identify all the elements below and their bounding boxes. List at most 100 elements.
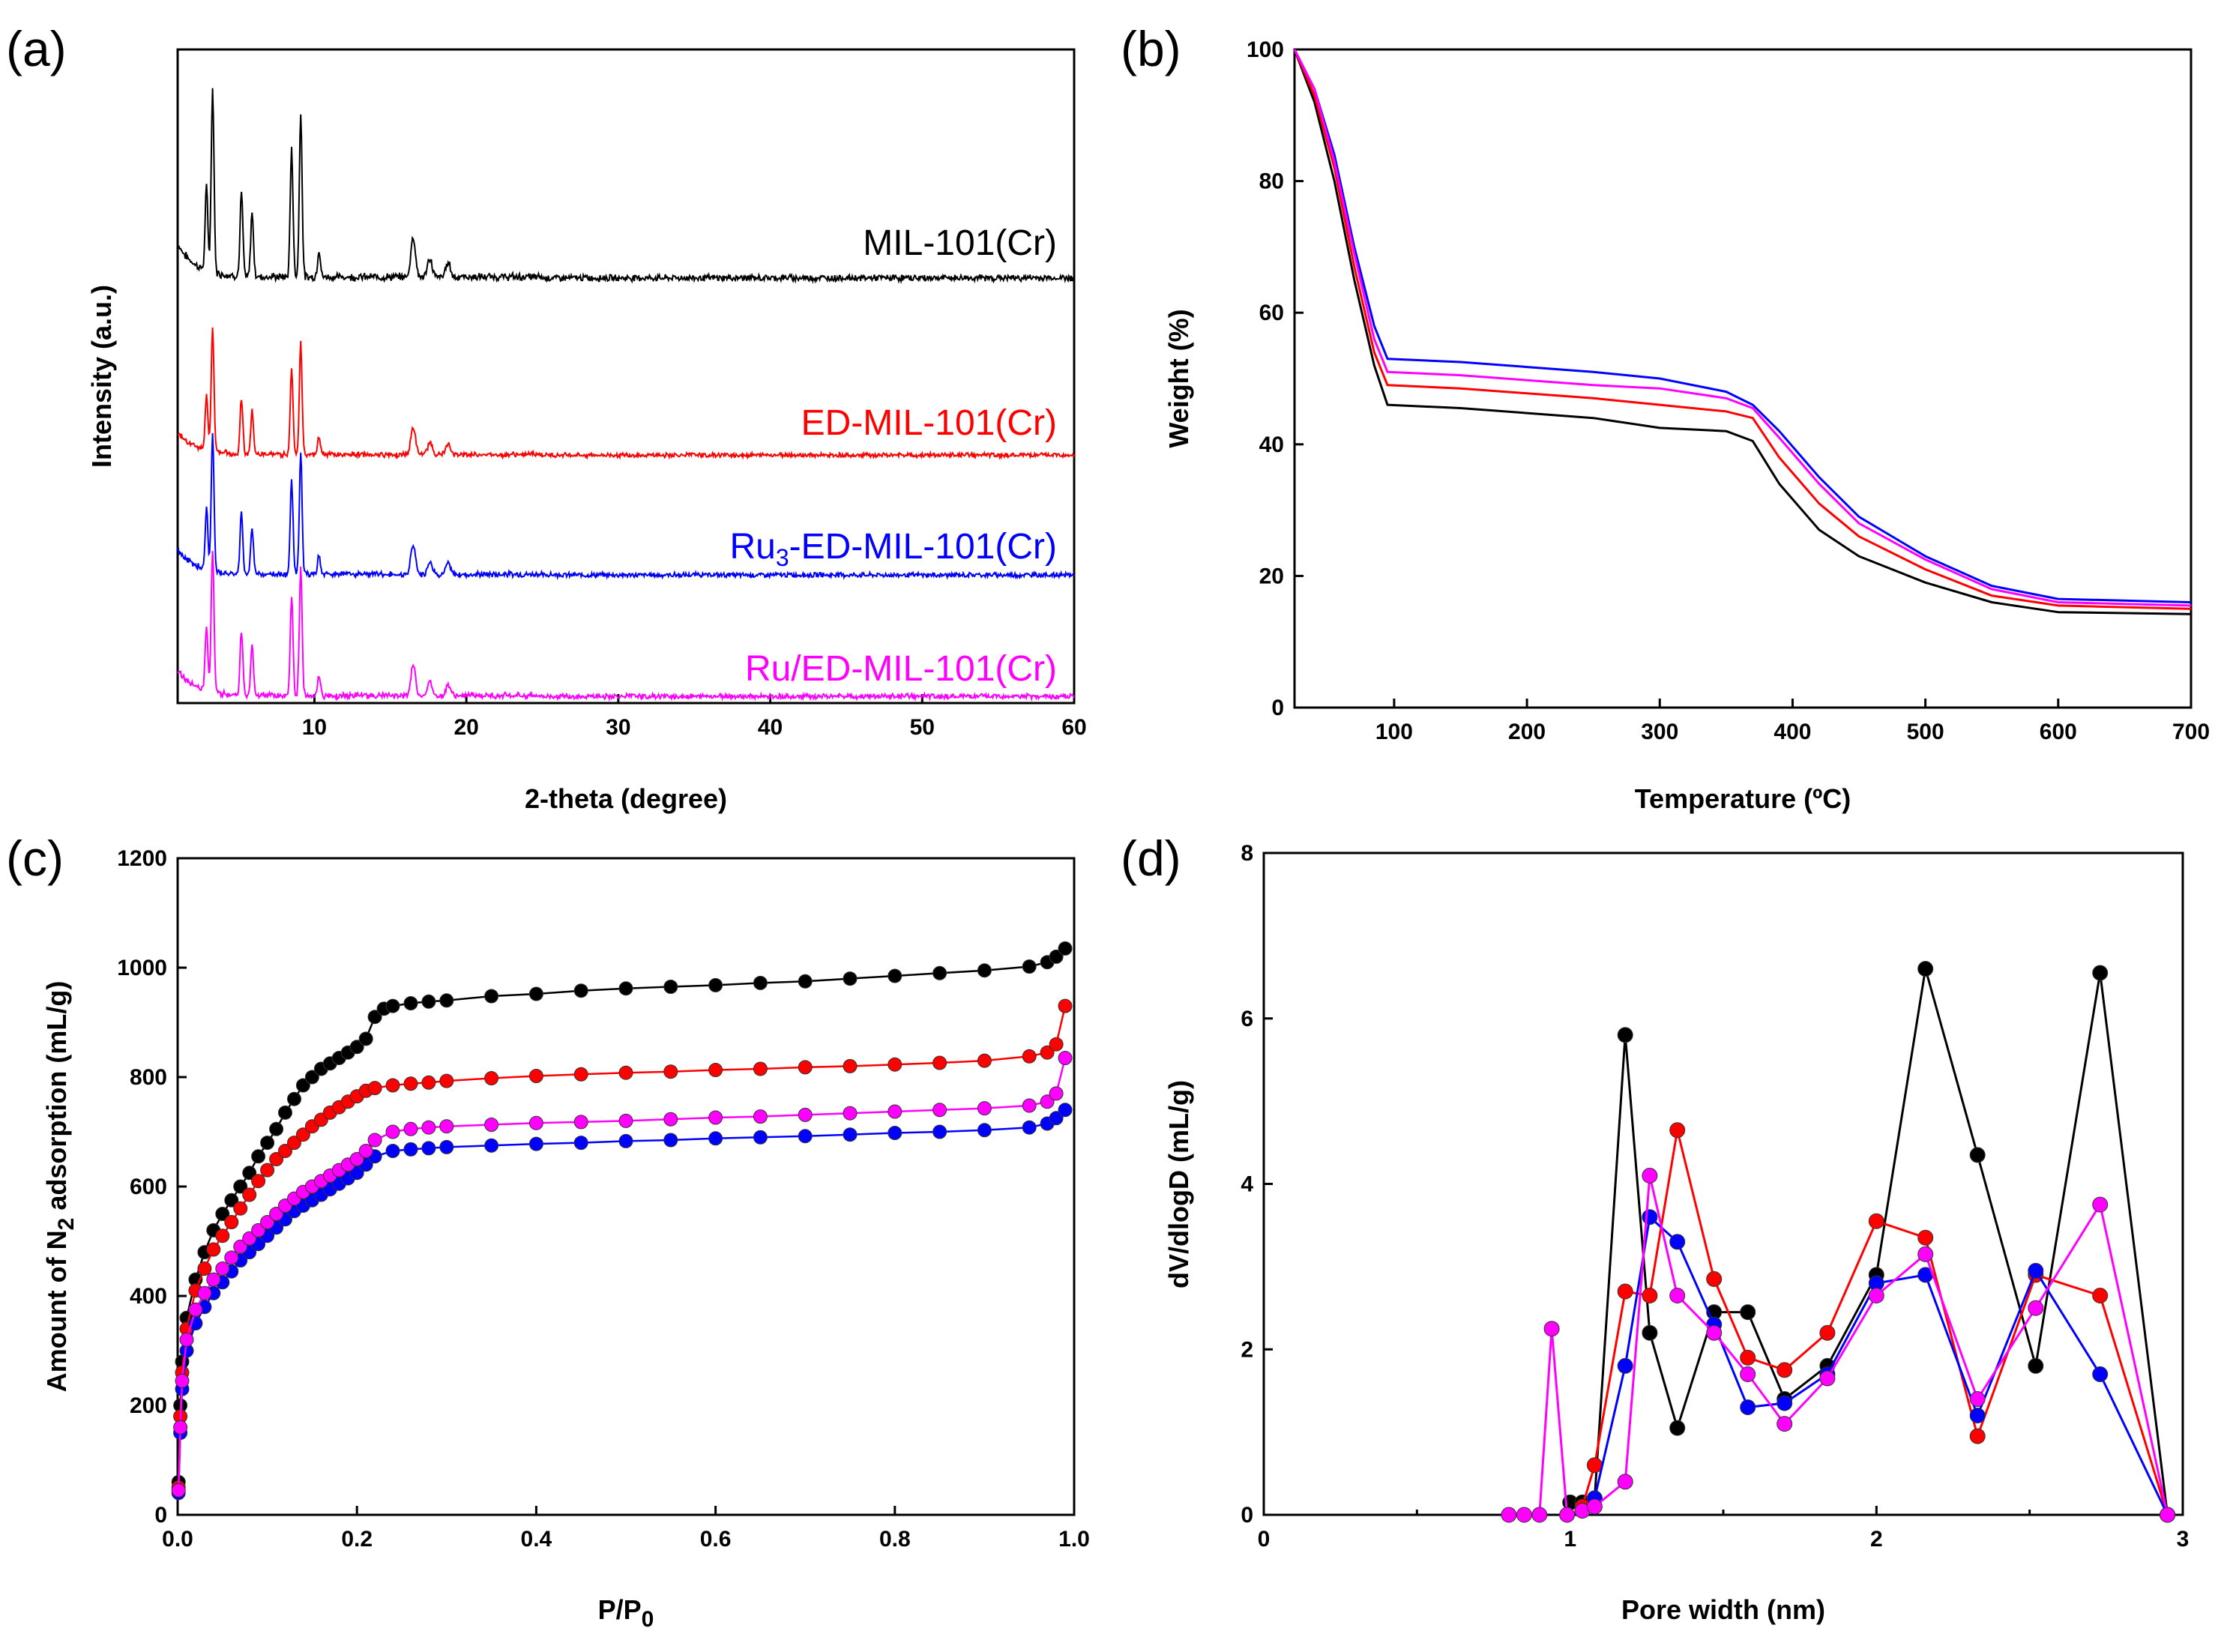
isotherm-point-0 (403, 996, 418, 1010)
pore-point-1 (1777, 1362, 1793, 1378)
isotherm-point-3 (484, 1118, 499, 1132)
panel-a-xtick-label: 10 (302, 715, 327, 740)
isotherm-point-1 (1058, 998, 1073, 1013)
isotherm-point-3 (242, 1231, 257, 1246)
panel-b-tga: (b) Temperature (ºC) Weight (%) 100 200 30… (1121, 21, 2210, 814)
pore-point-1 (1617, 1283, 1633, 1300)
pore-point-1 (1969, 1428, 1986, 1444)
isotherm-point-2 (977, 1123, 992, 1138)
pore-point-3 (2092, 1196, 2109, 1213)
isotherm-point-2 (708, 1131, 723, 1146)
pore-point-1 (1586, 1457, 1603, 1474)
isotherm-point-1 (224, 1215, 239, 1229)
isotherm-point-3 (260, 1215, 275, 1229)
isotherm-point-1 (618, 1065, 633, 1080)
pore-point-0 (2028, 1357, 2044, 1374)
pore-point-3 (1501, 1507, 1517, 1523)
pore-point-1 (1740, 1349, 1756, 1366)
isotherm-point-0 (367, 1010, 382, 1025)
panel-b-frame (1293, 48, 2193, 709)
panel-b-ytick-label: 100 (1247, 37, 1284, 62)
isotherm-point-1 (367, 1081, 382, 1096)
pore-point-3 (1969, 1391, 1986, 1407)
isotherm-point-1 (197, 1261, 212, 1276)
isotherm-point-1 (573, 1067, 588, 1082)
panel-c-xtick-label: 0.6 (700, 1527, 732, 1552)
isotherm-point-0 (753, 975, 768, 990)
isotherm-point-1 (287, 1136, 301, 1151)
panel-d-ytick-label: 4 (1241, 1172, 1253, 1197)
isotherm-point-3 (233, 1239, 248, 1254)
panel-a-xrd: (a) 2-theta (degree) Intensity (a.u.) 10… (6, 21, 1087, 814)
panel-c-ytick-label: 200 (130, 1393, 167, 1418)
panel-b-xtick-label: 400 (1774, 720, 1811, 744)
panel-a-xtick-label: 30 (606, 715, 630, 740)
isotherm-point-2 (753, 1130, 768, 1145)
isotherm-point-0 (421, 994, 436, 1009)
pore-point-1 (1706, 1270, 1723, 1287)
isotherm-point-0 (663, 980, 678, 994)
panel-c-xtick-label: 1.0 (1058, 1527, 1090, 1552)
pore-point-0 (1740, 1304, 1756, 1321)
isotherm-point-0 (932, 965, 947, 980)
panel-c-xlabel: P/P0 (598, 1594, 654, 1632)
xrd-line-1 (177, 327, 1075, 461)
pore-point-0 (1642, 1324, 1658, 1341)
panel-c-ytick-label: 1200 (117, 846, 167, 871)
tga-line-2 (1293, 49, 2192, 603)
isotherm-point-3 (175, 1373, 190, 1388)
panel-d-ylabel: dV/dlogD (mL/g) (1163, 1080, 1194, 1288)
isotherm-point-0 (304, 1070, 319, 1085)
isotherm-line-0 (177, 947, 1066, 1483)
isotherm-point-3 (385, 1124, 400, 1139)
pore-point-3 (1777, 1416, 1793, 1432)
isotherm-point-3 (1040, 1094, 1055, 1109)
pore-point-3 (1740, 1366, 1756, 1382)
xrd-line-3 (177, 551, 1075, 702)
isotherm-point-1 (421, 1075, 436, 1090)
xrd-line-2 (177, 432, 1075, 581)
isotherm-point-1 (278, 1144, 292, 1158)
isotherm-point-3 (171, 1483, 186, 1498)
isotherm-point-3 (358, 1144, 373, 1158)
panel-d-ytick-label: 8 (1241, 841, 1253, 866)
isotherm-point-0 (439, 993, 454, 1008)
isotherm-point-1 (1040, 1045, 1055, 1060)
isotherm-point-0 (242, 1166, 257, 1181)
pore-point-3 (1617, 1474, 1633, 1490)
isotherm-point-0 (618, 981, 633, 996)
isotherm-point-0 (798, 974, 813, 989)
panel-c-xtick-label: 0.4 (521, 1527, 552, 1552)
isotherm-point-0 (1022, 959, 1037, 974)
pore-point-3 (1586, 1498, 1603, 1515)
panel-b-ytick-label: 20 (1259, 564, 1284, 588)
pore-point-2 (2028, 1262, 2044, 1279)
isotherm-point-3 (197, 1285, 212, 1300)
pore-point-3 (1543, 1321, 1560, 1337)
isotherm-point-3 (708, 1110, 723, 1125)
pore-point-0 (2092, 965, 2109, 981)
pore-line-0 (1570, 968, 2169, 1516)
panel-d-ytick-label: 6 (1241, 1007, 1253, 1031)
isotherm-point-3 (798, 1107, 813, 1122)
isotherm-point-2 (798, 1129, 813, 1144)
panel-a-label: (a) (6, 21, 67, 76)
pore-point-3 (1559, 1507, 1576, 1523)
isotherm-point-0 (528, 986, 543, 1001)
isotherm-point-1 (215, 1229, 230, 1243)
isotherm-point-1 (977, 1053, 992, 1068)
isotherm-point-3 (215, 1261, 230, 1276)
panel-b-xtick-label: 500 (1907, 720, 1944, 744)
panel-c-ytick-label: 600 (130, 1175, 167, 1199)
isotherm-point-1 (269, 1152, 284, 1166)
isotherm-point-3 (403, 1121, 418, 1136)
panel-b-ytick-label: 0 (1271, 696, 1284, 720)
isotherm-point-0 (977, 963, 992, 978)
isotherm-point-3 (224, 1250, 239, 1265)
isotherm-point-3 (173, 1420, 188, 1435)
isotherm-point-3 (179, 1332, 194, 1347)
isotherm-point-2 (403, 1142, 418, 1157)
xrd-series-label-0: MIL-101(Cr) (863, 223, 1057, 263)
isotherm-point-2 (1049, 1111, 1064, 1126)
panel-b-ytick-label: 40 (1259, 432, 1284, 457)
